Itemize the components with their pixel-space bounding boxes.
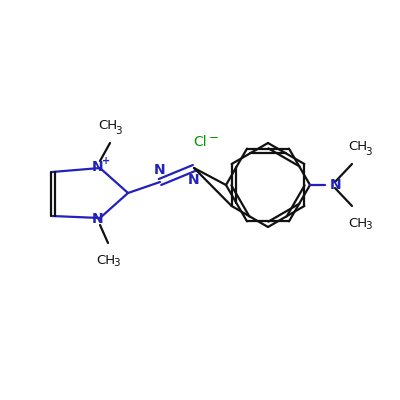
Text: +: + <box>102 156 110 166</box>
Text: N: N <box>330 178 342 192</box>
Text: 3: 3 <box>365 221 371 231</box>
Text: −: − <box>209 130 219 144</box>
Text: 3: 3 <box>365 147 371 157</box>
Text: 3: 3 <box>113 258 119 268</box>
Text: N: N <box>188 173 200 187</box>
Text: Cl: Cl <box>193 135 207 149</box>
Text: N: N <box>154 163 166 177</box>
Text: N: N <box>92 160 104 174</box>
Text: CH: CH <box>98 119 118 132</box>
Text: CH: CH <box>348 217 368 230</box>
Text: CH: CH <box>348 140 368 153</box>
Text: N: N <box>92 212 104 226</box>
Polygon shape <box>232 143 304 227</box>
Text: 3: 3 <box>115 126 121 136</box>
Text: CH: CH <box>96 254 116 267</box>
